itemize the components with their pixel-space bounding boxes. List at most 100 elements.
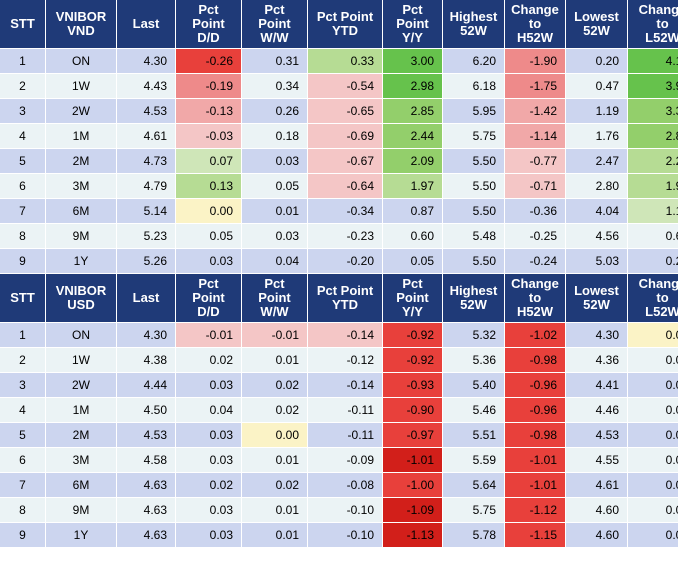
table-row: 3 2W 4.44 0.03 0.02 -0.14 -0.93 5.40 -0.96 4.41 0.…: [0, 373, 678, 398]
cell-stt: 1: [0, 323, 46, 348]
cell-change-to-h52w: -0.25: [505, 224, 566, 249]
cell-stt: 8: [0, 498, 46, 523]
cell-pct-point-dd: -0.01: [176, 323, 242, 348]
header-text: Y/Y: [402, 30, 423, 45]
header-stt: STT: [0, 274, 46, 323]
cell-change-to-h52w: -0.98: [505, 423, 566, 448]
cell-pct-point-yy: -1.09: [383, 498, 443, 523]
cell-pct-point-ytd: -0.11: [308, 398, 383, 423]
cell-change-to-h52w: -0.71: [505, 174, 566, 199]
cell-pct-point-ytd: -0.12: [308, 348, 383, 373]
cell-lowest-52w: 4.53: [566, 423, 628, 448]
cell-last: 4.58: [117, 448, 176, 473]
cell-change-to-h52w: -1.75: [505, 74, 566, 99]
cell-lowest-52w: 0.20: [566, 49, 628, 74]
header-text: Last: [132, 290, 160, 305]
cell-tenor: 9M: [46, 498, 117, 523]
cell-change-to-h52w: -1.12: [505, 498, 566, 523]
header-change-to-l52w: ChangetoL52W: [628, 274, 678, 323]
cell-tenor: ON: [46, 323, 117, 348]
cell-pct-point-ytd: -0.14: [308, 373, 383, 398]
header-text: Highest: [449, 9, 498, 24]
cell-pct-point-ytd: -0.09: [308, 448, 383, 473]
cell-pct-point-dd: 0.04: [176, 398, 242, 423]
cell-last: 4.73: [117, 149, 176, 174]
cell-pct-point-ww: -0.01: [242, 323, 308, 348]
cell-pct-point-yy: -1.13: [383, 523, 443, 548]
header-text: Lowest: [574, 9, 619, 24]
cell-pct-point-ytd: -0.67: [308, 149, 383, 174]
cell-last: 4.53: [117, 99, 176, 124]
cell-change-to-h52w: -1.42: [505, 99, 566, 124]
cell-pct-point-dd: 0.02: [176, 473, 242, 498]
cell-highest-52w: 5.75: [443, 124, 505, 149]
cell-pct-point-ytd: -0.54: [308, 74, 383, 99]
cell-pct-point-dd: 0.03: [176, 423, 242, 448]
header-pct-point-dd: Pct Point D/D: [176, 0, 242, 49]
header-highest-52w: Highest 52W: [443, 274, 505, 323]
header-text: Pct: [264, 2, 285, 17]
header-text: Pct: [198, 276, 219, 291]
cell-tenor: 1M: [46, 398, 117, 423]
cell-highest-52w: 5.46: [443, 398, 505, 423]
cell-last: 5.23: [117, 224, 176, 249]
cell-pct-point-ww: 0.26: [242, 99, 308, 124]
cell-pct-point-ytd: -0.65: [308, 99, 383, 124]
cell-tenor: 2M: [46, 423, 117, 448]
cell-change-to-l52w: 0.02: [628, 473, 678, 498]
cell-pct-point-ww: 0.01: [242, 448, 308, 473]
cell-pct-point-dd: 0.05: [176, 224, 242, 249]
cell-pct-point-dd: -0.26: [176, 49, 242, 74]
cell-pct-point-ytd: -0.20: [308, 249, 383, 274]
header-pct-point-ytd: Pct Point YTD: [308, 274, 383, 323]
cell-lowest-52w: 4.55: [566, 448, 628, 473]
header-text: Last: [132, 16, 160, 31]
table-row: 2 1W 4.38 0.02 0.01 -0.12 -0.92 5.36 -0.98 4.36 0.…: [0, 348, 678, 373]
cell-highest-52w: 5.95: [443, 99, 505, 124]
cell-highest-52w: 5.32: [443, 323, 505, 348]
table-row: 63M4.790.130.05-0.641.975.50-0.712.801.9…: [0, 174, 678, 199]
cell-change-to-l52w: 0.03: [628, 523, 678, 548]
cell-change-to-l52w: 2.85: [628, 124, 678, 149]
cell-pct-point-yy: -0.92: [383, 323, 443, 348]
table-row: 9 1Y 4.63 0.03 0.01 -0.10 -1.13 5.78 -1.15 4.60 0.…: [0, 523, 678, 548]
header-text: L52W: [645, 304, 678, 319]
cell-pct-point-yy: -1.00: [383, 473, 443, 498]
table-row: 6 3M 4.58 0.03 0.01 -0.09 -1.01 5.59 -1.01 4.55 0.…: [0, 448, 678, 473]
cell-pct-point-dd: 0.03: [176, 249, 242, 274]
header-text: Pct Point: [316, 9, 374, 24]
cell-pct-point-dd: 0.00: [176, 199, 242, 224]
cell-change-to-h52w: -1.90: [505, 49, 566, 74]
cell-stt: 9: [0, 249, 46, 274]
cell-stt: 5: [0, 423, 46, 448]
cell-change-to-h52w: -0.96: [505, 373, 566, 398]
header-change-to-h52w: Change to H52W: [505, 0, 566, 49]
cell-change-to-l52w: 0.03: [628, 373, 678, 398]
header-pct-point-dd: Pct Point D/D: [176, 274, 242, 323]
cell-last: 4.63: [117, 473, 176, 498]
cell-pct-point-ww: 0.31: [242, 49, 308, 74]
cell-change-to-l52w: 0.23: [628, 249, 678, 274]
cell-change-to-l52w: 2.26: [628, 149, 678, 174]
cell-stt: 2: [0, 74, 46, 99]
cell-pct-point-dd: 0.03: [176, 448, 242, 473]
cell-pct-point-yy: 3.00: [383, 49, 443, 74]
cell-stt: 7: [0, 473, 46, 498]
cell-pct-point-ww: 0.02: [242, 398, 308, 423]
header-text: STT: [10, 290, 35, 305]
header-last: Last: [117, 274, 176, 323]
cell-tenor: 3M: [46, 448, 117, 473]
cell-change-to-l52w: 0.00: [628, 423, 678, 448]
cell-pct-point-yy: -0.93: [383, 373, 443, 398]
table-row: 1ON4.30-0.260.310.333.006.20-1.900.204.1…: [0, 49, 678, 74]
cell-pct-point-yy: 0.60: [383, 224, 443, 249]
header-text: YTD: [332, 297, 358, 312]
header-text: Change: [511, 276, 559, 291]
cell-pct-point-ww: 0.05: [242, 174, 308, 199]
cell-lowest-52w: 2.47: [566, 149, 628, 174]
cell-tenor: 1Y: [46, 523, 117, 548]
cell-stt: 6: [0, 174, 46, 199]
cell-tenor: 2M: [46, 149, 117, 174]
header-text: to: [528, 290, 542, 305]
cell-change-to-h52w: -1.15: [505, 523, 566, 548]
